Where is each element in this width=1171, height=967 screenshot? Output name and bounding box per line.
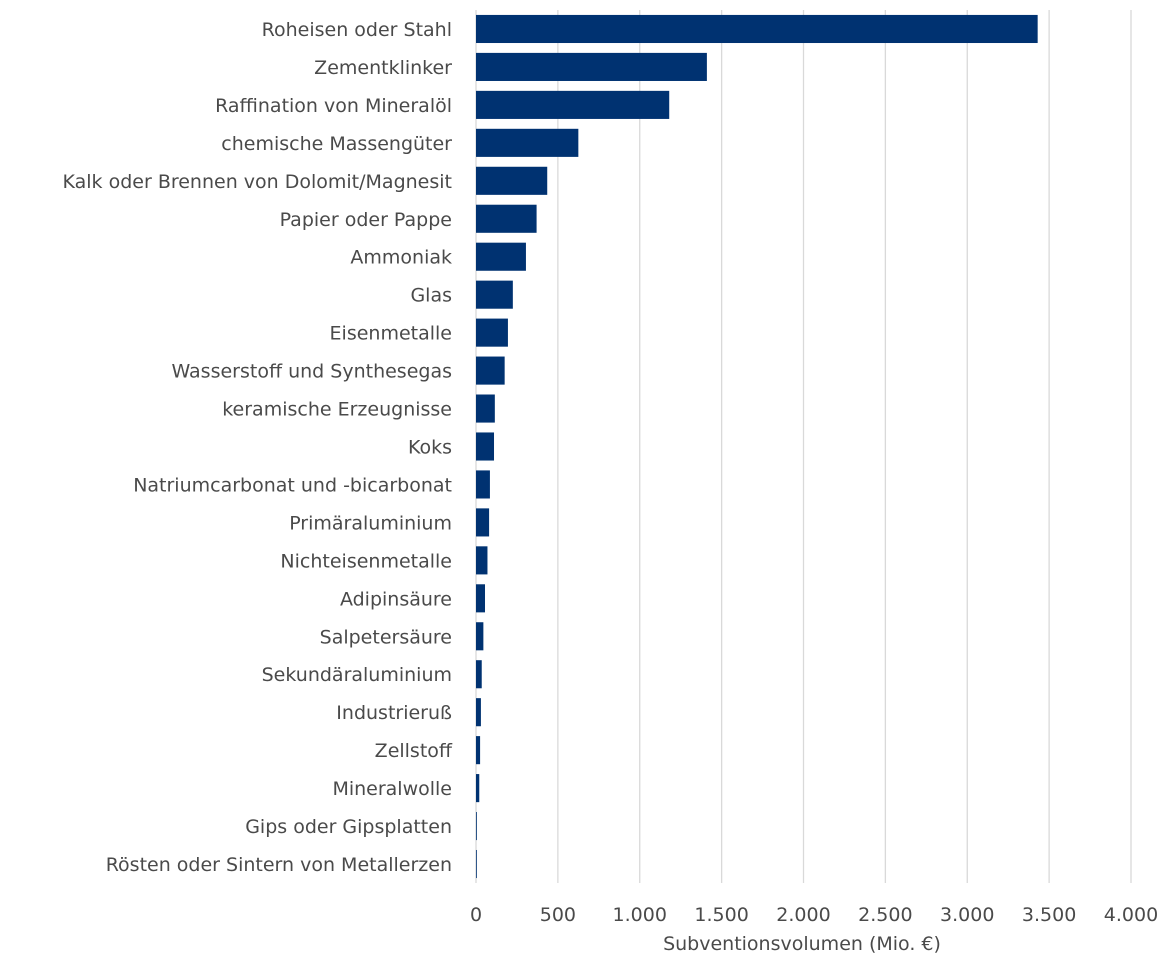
category-label: Sekundäraluminium <box>262 664 452 686</box>
x-tick-label: 500 <box>540 904 576 926</box>
x-axis-title: Subventionsvolumen (Mio. €) <box>663 933 941 955</box>
bar <box>476 204 537 233</box>
category-label: Adipinsäure <box>340 588 452 610</box>
category-label: Nichteisenmetalle <box>280 550 452 572</box>
x-tick-label: 4.000 <box>1104 904 1158 926</box>
category-labels: Roheisen oder Stahl Zementklinker Raffinat… <box>63 19 453 876</box>
x-tick-labels: 0 500 1.000 1.500 2.000 2.500 3.000 3.500 4.000 <box>470 904 1158 926</box>
bar <box>476 52 707 81</box>
x-tick-label: 2.500 <box>858 904 912 926</box>
bar <box>476 736 481 765</box>
bar <box>476 318 508 347</box>
bar <box>476 660 482 689</box>
x-tick-label: 0 <box>470 904 482 926</box>
bar <box>476 470 490 499</box>
x-tick-label: 2.000 <box>776 904 830 926</box>
category-label: Kalk oder Brennen von Dolomit/Magnesit <box>63 171 453 193</box>
category-label: Rösten oder Sintern von Metallerzen <box>106 854 452 876</box>
category-label: Wasserstoff und Synthesegas <box>171 361 452 383</box>
bar <box>476 622 484 651</box>
category-label: Raffination von Mineralöl <box>215 95 452 117</box>
category-label: Natriumcarbonat und -bicarbonat <box>133 474 452 496</box>
category-label: Ammoniak <box>350 247 452 269</box>
category-label: Glas <box>410 285 452 307</box>
x-tick-label: 1.000 <box>613 904 667 926</box>
bar <box>476 394 495 423</box>
category-label: Roheisen oder Stahl <box>262 19 452 41</box>
bar <box>476 812 477 841</box>
bar <box>476 432 495 461</box>
x-tick-label: 3.000 <box>940 904 994 926</box>
bar <box>476 584 486 613</box>
category-label: Primäraluminium <box>289 512 452 534</box>
category-label: Papier oder Pappe <box>280 209 452 231</box>
bar <box>476 166 548 195</box>
bars <box>476 14 1038 879</box>
bar <box>476 242 526 271</box>
category-label: Zementklinker <box>314 57 452 79</box>
bar <box>476 356 505 385</box>
x-tick-label: 1.500 <box>694 904 748 926</box>
bar <box>476 698 481 727</box>
category-label: Eisenmetalle <box>330 323 452 345</box>
category-label: Gips oder Gipsplatten <box>245 816 452 838</box>
bar <box>476 546 488 575</box>
category-label: Koks <box>408 437 452 459</box>
bar <box>476 774 480 803</box>
bar <box>476 849 477 879</box>
category-label: Salpetersäure <box>320 626 452 648</box>
category-label: Mineralwolle <box>332 778 452 800</box>
category-label: Zellstoff <box>375 740 453 762</box>
x-tick-label: 3.500 <box>1022 904 1076 926</box>
bar <box>476 280 513 309</box>
category-label: keramische Erzeugnisse <box>222 399 452 421</box>
bar <box>476 90 670 119</box>
category-label: chemische Massengüter <box>221 133 452 155</box>
bar <box>476 508 490 537</box>
bar <box>476 128 579 157</box>
category-label: Industrieruß <box>336 702 452 724</box>
bar <box>476 14 1038 44</box>
